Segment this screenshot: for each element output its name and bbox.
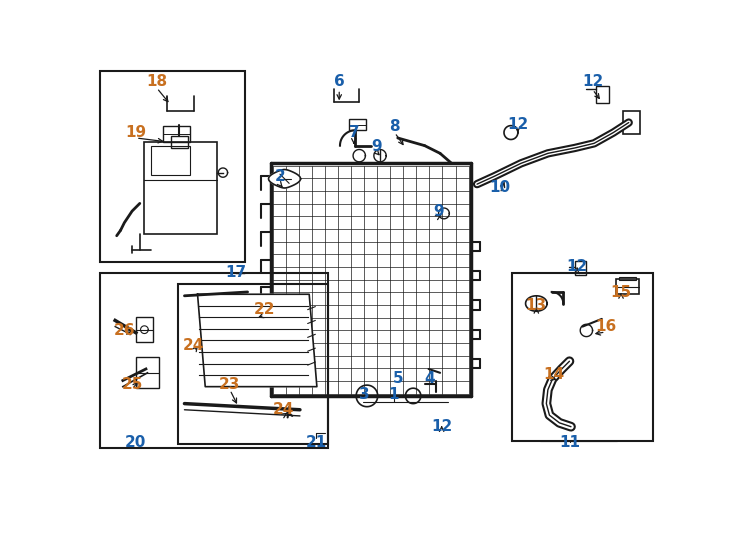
Text: 7: 7 xyxy=(349,125,359,140)
Text: 12: 12 xyxy=(507,117,528,132)
Text: 20: 20 xyxy=(126,435,147,450)
Text: 12: 12 xyxy=(582,74,603,89)
Bar xyxy=(623,111,640,134)
Text: 3: 3 xyxy=(360,387,370,402)
Text: 14: 14 xyxy=(543,367,564,382)
Text: 2: 2 xyxy=(275,169,286,184)
Bar xyxy=(170,136,187,148)
Text: 13: 13 xyxy=(526,298,547,313)
Text: 12: 12 xyxy=(567,259,588,274)
Bar xyxy=(151,146,190,175)
Bar xyxy=(100,273,327,448)
Bar xyxy=(616,279,639,294)
Text: 11: 11 xyxy=(560,435,581,450)
Text: 6: 6 xyxy=(334,74,344,89)
Text: 8: 8 xyxy=(389,119,400,134)
Text: 23: 23 xyxy=(219,377,241,392)
Text: 21: 21 xyxy=(305,435,327,450)
Bar xyxy=(178,284,327,444)
Polygon shape xyxy=(526,296,547,311)
Text: 25: 25 xyxy=(121,377,143,392)
Text: 9: 9 xyxy=(433,204,444,219)
Bar xyxy=(619,276,636,280)
Bar xyxy=(144,142,217,234)
Text: 19: 19 xyxy=(126,125,147,140)
Text: 17: 17 xyxy=(225,265,247,280)
Text: 1: 1 xyxy=(388,387,399,402)
Bar xyxy=(597,86,608,103)
Bar xyxy=(575,261,586,275)
Text: 4: 4 xyxy=(425,372,435,387)
Text: 18: 18 xyxy=(146,74,167,89)
Text: 22: 22 xyxy=(254,302,275,317)
Text: 16: 16 xyxy=(595,319,617,334)
Text: 9: 9 xyxy=(371,139,382,154)
Bar xyxy=(349,119,366,130)
Text: 24: 24 xyxy=(273,402,294,417)
Text: 26: 26 xyxy=(114,323,135,338)
Bar xyxy=(136,318,153,342)
Bar xyxy=(512,273,653,441)
Text: 10: 10 xyxy=(490,180,511,195)
Polygon shape xyxy=(269,170,300,188)
Text: 5: 5 xyxy=(393,372,403,387)
Bar xyxy=(163,126,190,142)
Text: 15: 15 xyxy=(611,285,631,300)
Bar xyxy=(136,357,159,388)
Text: 24: 24 xyxy=(183,339,204,353)
Text: 12: 12 xyxy=(431,419,452,434)
Bar xyxy=(100,71,244,262)
Polygon shape xyxy=(197,294,317,387)
